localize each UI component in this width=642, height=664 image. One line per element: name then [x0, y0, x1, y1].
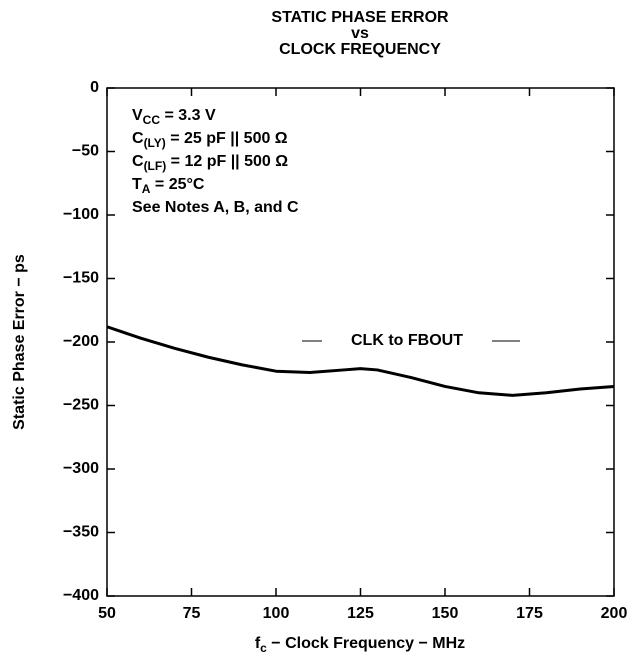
y-tick-label: 0	[90, 79, 99, 96]
x-tick-label: 100	[263, 605, 290, 622]
rich-text: C(LY) = 25 pF || 500 Ω	[132, 130, 288, 150]
y-tick-label: −300	[63, 460, 99, 477]
x-tick-label: 200	[601, 605, 628, 622]
x-tick-label: 150	[432, 605, 459, 622]
y-tick-label: −50	[72, 143, 99, 160]
series-label: CLK to FBOUT	[351, 332, 463, 349]
text-segment: f	[255, 635, 261, 652]
rich-text: See Notes A, B, and C	[132, 199, 299, 216]
label-background	[322, 328, 492, 354]
text-segment: C	[132, 153, 144, 170]
chart-title: STATIC PHASE ERROR	[271, 9, 449, 26]
y-tick-label: −150	[63, 270, 99, 287]
rich-text: fc − Clock Frequency − MHz	[255, 635, 465, 655]
subscript: A	[142, 182, 151, 196]
text-segment: − Clock Frequency − MHz	[267, 635, 465, 652]
rich-text: VCC = 3.3 V	[132, 107, 216, 127]
y-axis-label: Static Phase Error − ps	[11, 254, 28, 430]
y-tick-label: −350	[63, 524, 99, 541]
x-tick-label: 175	[516, 605, 543, 622]
subscript: (LF)	[144, 159, 167, 173]
text-segment: C	[132, 130, 144, 147]
rich-text: C(LF) = 12 pF || 500 Ω	[132, 153, 288, 173]
text-segment: See Notes A, B, and C	[132, 199, 299, 216]
text-segment: = 12 pF || 500 Ω	[166, 153, 288, 170]
text-segment: = 25°C	[150, 176, 204, 193]
text-segment: = 3.3 V	[160, 107, 216, 124]
text-segment: T	[132, 176, 142, 193]
x-tick-label: 75	[183, 605, 201, 622]
rich-text: TA = 25°C	[132, 176, 205, 196]
subscript: c	[260, 641, 267, 655]
x-tick-label: 125	[347, 605, 374, 622]
text-segment: V	[132, 107, 143, 124]
chart-title: vs	[351, 25, 369, 42]
subscript: (LY)	[144, 136, 166, 150]
x-tick-label: 50	[98, 605, 116, 622]
chart-title: CLOCK FREQUENCY	[279, 41, 441, 58]
subscript: CC	[143, 113, 161, 127]
text-segment: = 25 pF || 500 Ω	[166, 130, 288, 147]
y-tick-label: −200	[63, 333, 99, 350]
y-tick-label: −250	[63, 397, 99, 414]
y-tick-label: −400	[63, 587, 99, 604]
series-line	[106, 325, 615, 397]
y-tick-label: −100	[63, 206, 99, 223]
